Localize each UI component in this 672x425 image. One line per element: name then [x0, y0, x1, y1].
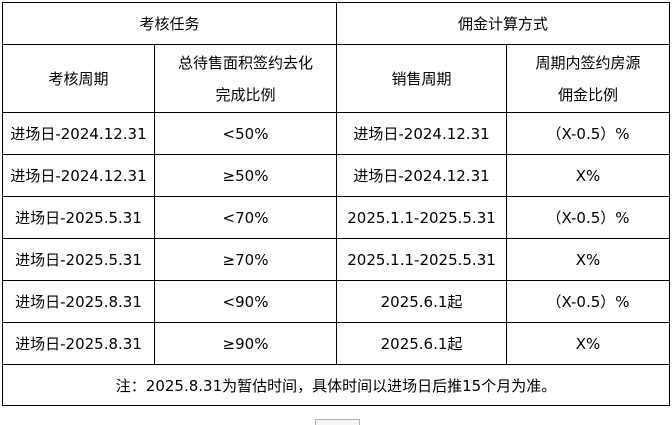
cell-sales-period: 进场日-2024.12.31	[336, 154, 508, 197]
cell-completion-ratio: <50%	[153, 112, 338, 155]
cell-commission-rate: X%	[506, 238, 671, 281]
column-header-label: 考核周期	[48, 69, 109, 88]
cell-commission-rate: （X-0.5）%	[506, 280, 671, 323]
column-header-sales-period: 销售周期	[336, 44, 508, 113]
cell-sales-period: 进场日-2024.12.31	[336, 112, 508, 155]
cell-completion-ratio: ≥90%	[153, 322, 338, 365]
commission-assessment-table: 考核任务 佣金计算方式 考核周期 总待售面积签约去化 完成比例 销售周期 周期内…	[1, 2, 671, 406]
column-header-label-line1: 周期内签约房源	[535, 53, 641, 72]
cell-assessment-period: 进场日-2024.12.31	[2, 154, 155, 197]
group-header-row: 考核任务 佣金计算方式	[1, 2, 671, 45]
column-header-row: 考核周期 总待售面积签约去化 完成比例 销售周期 周期内签约房源 佣金比例	[2, 44, 671, 113]
cell-sales-period: 2025.6.1起	[336, 322, 508, 365]
cell-completion-ratio: ≥50%	[153, 154, 338, 197]
group-header-assessment-task: 考核任务	[1, 2, 338, 45]
column-header-label-line2: 完成比例	[215, 85, 276, 104]
column-header-commission-rate: 周期内签约房源 佣金比例	[506, 44, 671, 113]
table-row: 进场日-2025.8.31 ≥90% 2025.6.1起 X%	[2, 322, 671, 365]
cell-assessment-period: 进场日-2025.8.31	[2, 322, 155, 365]
cell-completion-ratio: <70%	[153, 196, 338, 239]
cell-assessment-period: 进场日-2025.5.31	[2, 196, 155, 239]
table-row: 进场日-2024.12.31 ≥50% 进场日-2024.12.31 X%	[2, 154, 671, 197]
cell-completion-ratio: <90%	[153, 280, 338, 323]
cell-sales-period: 2025.1.1-2025.5.31	[336, 238, 508, 281]
scrollbar-thumb[interactable]	[315, 419, 360, 425]
table-row: 进场日-2025.5.31 <70% 2025.1.1-2025.5.31 （X…	[2, 196, 671, 239]
table-row: 进场日-2025.8.31 <90% 2025.6.1起 （X-0.5）%	[2, 280, 671, 323]
table-row: 进场日-2025.5.31 ≥70% 2025.1.1-2025.5.31 X%	[2, 238, 671, 281]
column-header-completion-ratio: 总待售面积签约去化 完成比例	[153, 44, 338, 113]
column-header-label-line1: 总待售面积签约去化	[178, 53, 314, 72]
cell-sales-period: 2025.6.1起	[336, 280, 508, 323]
table-row: 进场日-2024.12.31 <50% 进场日-2024.12.31 （X-0.…	[2, 112, 671, 155]
column-header-assessment-period: 考核周期	[2, 44, 155, 113]
cell-completion-ratio: ≥70%	[153, 238, 338, 281]
group-header-commission-method: 佣金计算方式	[336, 2, 671, 45]
cell-commission-rate: X%	[506, 154, 671, 197]
footnote: 注：2025.8.31为暂估时间，具体时间以进场日后推15个月为准。	[1, 364, 671, 406]
cell-sales-period: 2025.1.1-2025.5.31	[336, 196, 508, 239]
cell-commission-rate: （X-0.5）%	[506, 112, 671, 155]
cell-commission-rate: （X-0.5）%	[506, 196, 671, 239]
cell-assessment-period: 进场日-2024.12.31	[2, 112, 155, 155]
note-row: 注：2025.8.31为暂估时间，具体时间以进场日后推15个月为准。	[1, 364, 671, 406]
cell-assessment-period: 进场日-2025.5.31	[2, 238, 155, 281]
cell-assessment-period: 进场日-2025.8.31	[2, 280, 155, 323]
column-header-label: 销售周期	[391, 69, 452, 88]
cell-commission-rate: X%	[506, 322, 671, 365]
column-header-label-line2: 佣金比例	[558, 85, 619, 104]
